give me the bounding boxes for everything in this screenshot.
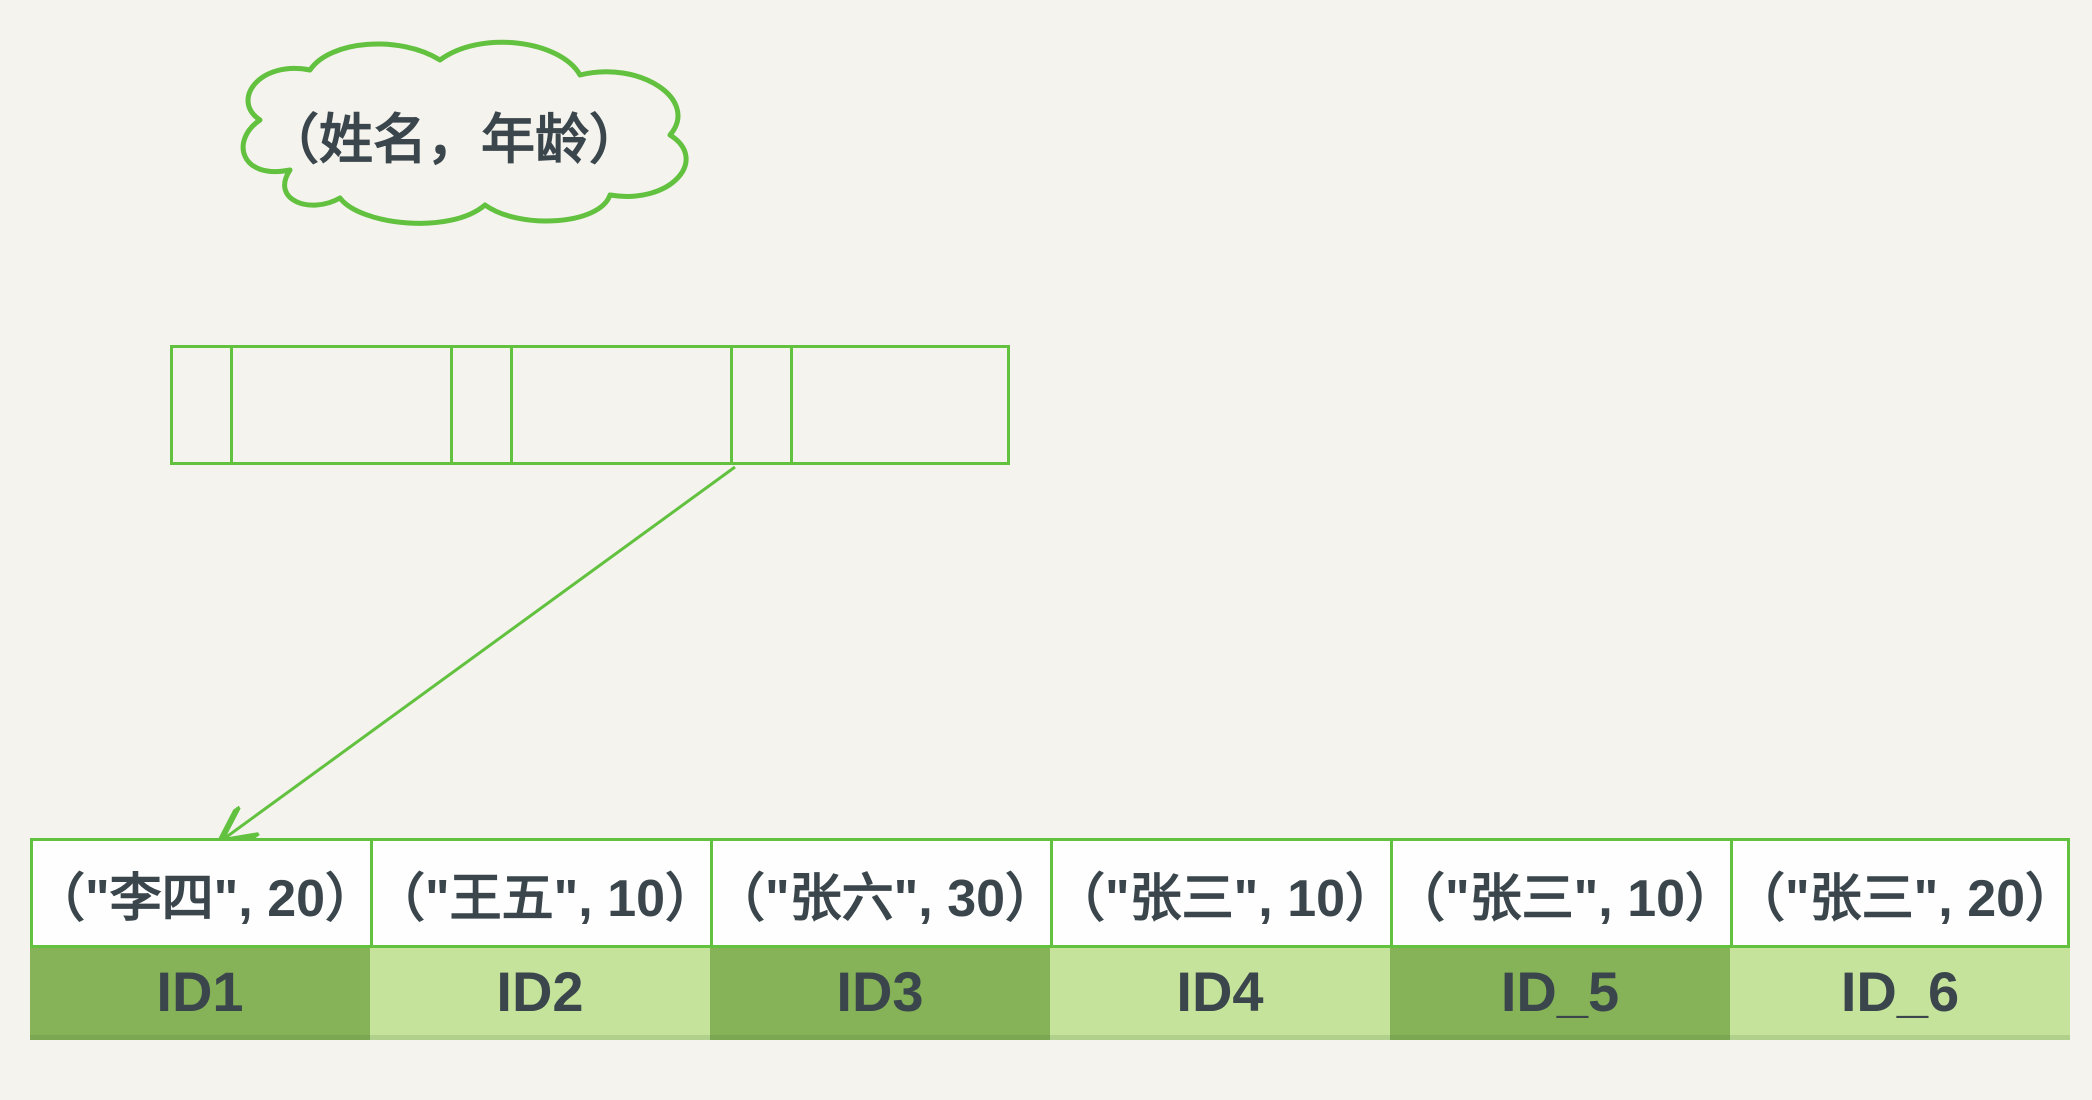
id-cell-5: ID_6 <box>1730 948 2070 1040</box>
id-cell-label: ID_6 <box>1841 959 1959 1024</box>
id-cell-label: ID1 <box>156 959 243 1024</box>
data-cell-4: （"张三", 10） <box>1390 838 1730 948</box>
data-cell-5: （"张三", 20） <box>1730 838 2070 948</box>
data-cell-label: （"王五", 10） <box>373 856 710 931</box>
data-cell-1: （"王五", 10） <box>370 838 710 948</box>
dir-cell-0 <box>170 345 230 465</box>
data-cell-2: （"张六", 30） <box>710 838 1050 948</box>
dir-cell-3 <box>510 345 730 465</box>
dir-cell-4 <box>730 345 790 465</box>
data-cell-label: （"李四", 20） <box>33 856 370 931</box>
id-cell-1: ID2 <box>370 948 710 1040</box>
data-cell-label: （"张三", 20） <box>1733 856 2067 931</box>
id-cell-4: ID_5 <box>1390 948 1730 1040</box>
id-cell-label: ID_5 <box>1501 959 1619 1024</box>
id-cell-label: ID2 <box>496 959 583 1024</box>
dir-cell-2 <box>450 345 510 465</box>
data-cell-label: （"张三", 10） <box>1393 856 1730 931</box>
directory-table <box>170 345 1010 465</box>
id-cell-label: ID4 <box>1176 959 1263 1024</box>
cloud-label: （姓名，年龄） <box>265 95 643 174</box>
dir-cell-5 <box>790 345 1010 465</box>
id-cell-0: ID1 <box>30 948 370 1040</box>
data-cell-3: （"张三", 10） <box>1050 838 1390 948</box>
id-cell-2: ID3 <box>710 948 1050 1040</box>
data-cell-0: （"李四", 20） <box>30 838 370 948</box>
data-cell-label: （"张六", 30） <box>713 856 1050 931</box>
data-row: （"李四", 20） （"王五", 10） （"张六", 30） （"张三", … <box>30 838 2070 948</box>
id-cell-label: ID3 <box>836 959 923 1024</box>
id-row: ID1 ID2 ID3 ID4 ID_5 ID_6 <box>30 948 2070 1040</box>
id-cell-3: ID4 <box>1050 948 1390 1040</box>
dir-cell-1 <box>230 345 450 465</box>
data-cell-label: （"张三", 10） <box>1053 856 1390 931</box>
